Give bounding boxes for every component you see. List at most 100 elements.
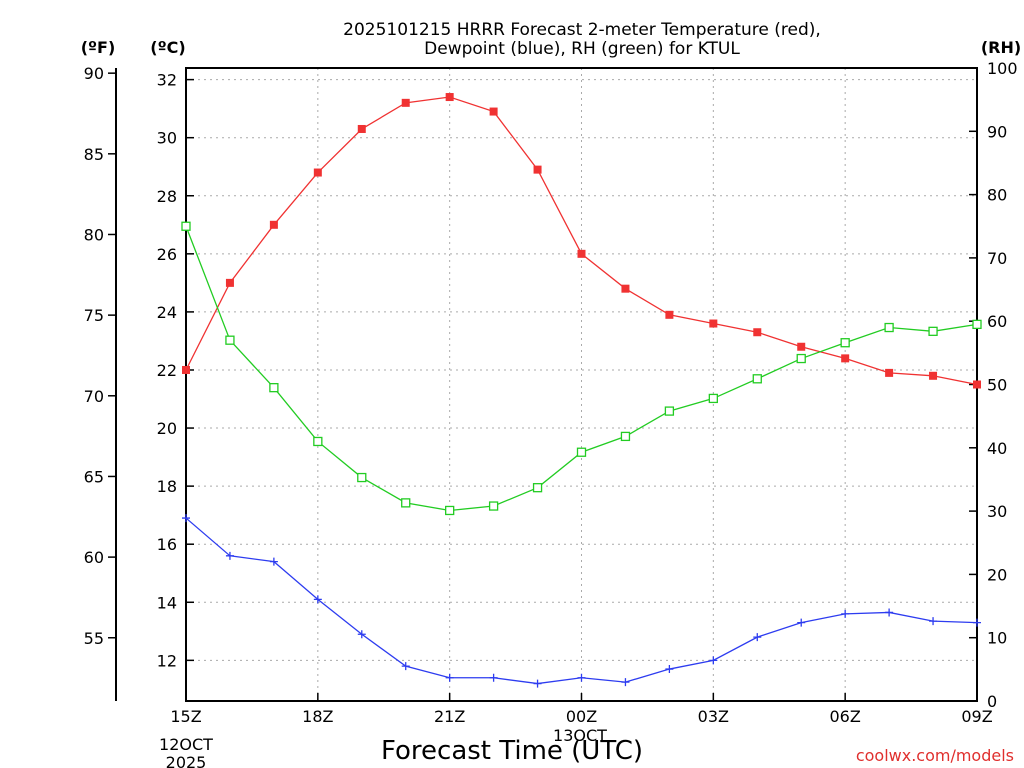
rh-point (928, 326, 938, 336)
rh-tick-label: 30 (987, 502, 1007, 521)
temperature-point (225, 278, 234, 287)
celsius-tick-label: 24 (157, 303, 177, 322)
rh-tick-label: 10 (987, 629, 1007, 648)
celsius-tick-label: 26 (157, 245, 177, 264)
temperature-point (709, 319, 718, 328)
rh-point (225, 335, 235, 345)
rh-tick-label: 50 (987, 376, 1007, 395)
rh-tick-label: 20 (987, 565, 1007, 584)
celsius-tick-label: 28 (157, 187, 177, 206)
temperature-point (182, 365, 190, 374)
rh-tick-label: 90 (987, 122, 1007, 141)
celsius-tick-label: 20 (157, 419, 177, 438)
temperature-point (313, 168, 322, 177)
celsius-tick-label: 22 (157, 361, 177, 380)
temperature-point (357, 124, 366, 133)
temperature-point (533, 165, 542, 174)
fahrenheit-tick-label: 90 (84, 64, 104, 83)
temperature-point (973, 380, 981, 389)
fahrenheit-tick-label: 55 (84, 629, 104, 648)
grid-lines (186, 68, 977, 701)
temperature-point (577, 249, 586, 258)
temperature-point (621, 284, 630, 293)
temperature-point (665, 310, 674, 319)
fahrenheit-tick-label: 80 (84, 225, 104, 244)
dewpoint-point (313, 595, 322, 604)
rh-point (532, 483, 543, 493)
rh-point (972, 319, 982, 330)
rh-tick-label: 100 (987, 59, 1018, 78)
dewpoint-point (225, 551, 234, 560)
rh-point (357, 472, 367, 483)
date-label-month: 12OCT (159, 735, 213, 754)
dewpoint-point (753, 633, 762, 642)
dewpoint-point (401, 662, 410, 671)
fahrenheit-unit-label: (ºF) (81, 38, 116, 57)
x-tick-label: 06Z (830, 707, 861, 726)
fahrenheit-tick-label: 70 (84, 387, 104, 406)
rh-unit-label: (RH) (981, 38, 1021, 57)
rh-point (181, 221, 191, 231)
axis-ticks: 12 14 16 18 20 22 24 26 28 30 32 15Z 18Z 21Z 00Z 03Z 06Z… (84, 59, 1018, 726)
rh-point (840, 338, 850, 348)
temperature-point (797, 342, 806, 351)
dewpoint-point (885, 608, 894, 617)
x-tick-label: 03Z (698, 707, 729, 726)
rh-point (752, 374, 762, 384)
temperature-point (489, 107, 498, 116)
rh-point (884, 322, 894, 333)
temperature-point (269, 220, 278, 229)
dewpoint-point (709, 656, 718, 665)
rh-point (576, 447, 587, 457)
celsius-tick-label: 12 (157, 651, 177, 670)
rh-tick-label: 70 (987, 249, 1007, 268)
rh-tick-label: 60 (987, 312, 1007, 331)
dewpoint-point (665, 665, 674, 674)
dewpoint-point (621, 678, 630, 687)
celsius-tick-label: 32 (157, 71, 177, 90)
celsius-tick-label: 14 (157, 593, 177, 612)
rh-point (708, 393, 718, 404)
dewpoint-point (357, 630, 366, 639)
celsius-unit-label: (ºC) (150, 38, 185, 57)
dewpoint-point (577, 673, 586, 682)
date-label-year: 2025 (166, 753, 207, 768)
rh-point (313, 436, 323, 447)
fahrenheit-tick-label: 65 (84, 467, 104, 486)
dewpoint-point (973, 618, 981, 627)
celsius-tick-label: 18 (157, 477, 177, 496)
dewpoint-point (533, 679, 542, 688)
chart-title-line1: 2025101215 HRRR Forecast 2-meter Tempera… (343, 20, 821, 40)
credit-text: coolwx.com/models (856, 746, 1014, 765)
celsius-tick-label: 16 (157, 535, 177, 554)
rh-point (796, 353, 806, 364)
chart-title-line2: Dewpoint (blue), RH (green) for KTUL (424, 39, 740, 59)
celsius-tick-label: 30 (157, 129, 177, 148)
rh-tick-label: 80 (987, 186, 1007, 205)
temperature-point (841, 354, 850, 363)
dewpoint-point (797, 618, 806, 627)
dewpoint-point (841, 609, 850, 618)
fahrenheit-tick-label: 85 (84, 145, 104, 164)
rh-point (620, 431, 631, 442)
date-label-2: 13OCT (553, 726, 607, 745)
rh-tick-label: 40 (987, 439, 1007, 458)
x-tick-label: 09Z (961, 707, 992, 726)
x-axis-title: Forecast Time (UTC) (381, 736, 643, 766)
fahrenheit-tick-label: 60 (84, 548, 104, 567)
temperature-point (753, 328, 762, 337)
fahrenheit-tick-label: 75 (84, 306, 104, 325)
x-tick-label: 15Z (170, 707, 201, 726)
data-series (181, 93, 982, 688)
x-tick-label: 00Z (566, 707, 597, 726)
temperature-point (885, 368, 894, 377)
rh-point (488, 501, 499, 511)
rh-point (269, 383, 279, 393)
rh-point (664, 406, 675, 416)
dewpoint-point (445, 673, 454, 682)
dewpoint-point (929, 617, 938, 626)
dewpoint-point (489, 673, 498, 682)
temperature-point (401, 98, 410, 107)
plot-frame (185, 67, 978, 702)
